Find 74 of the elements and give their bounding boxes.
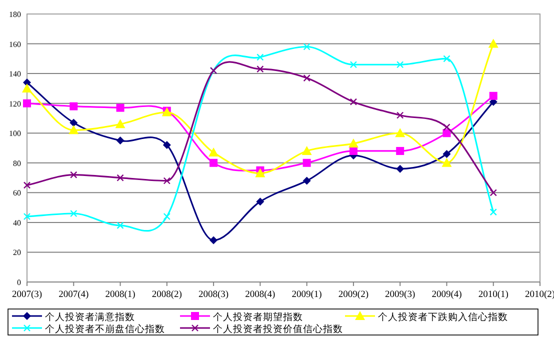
point	[115, 119, 126, 128]
x-tick-label: 2010(1)	[478, 290, 508, 300]
point	[163, 177, 171, 184]
point	[489, 92, 498, 100]
y-tick-label: 180	[9, 10, 21, 19]
point	[70, 171, 78, 178]
y-tick-label: 160	[9, 40, 21, 49]
point	[256, 54, 264, 61]
legend-label: 个人投资者下跌购入信心指数	[378, 311, 508, 323]
x-tick-label: 2009(4)	[432, 290, 462, 300]
point	[395, 128, 406, 138]
y-tick-label: 40	[13, 218, 21, 228]
point	[255, 168, 266, 178]
point	[23, 99, 31, 108]
point	[303, 74, 310, 82]
point	[208, 147, 219, 156]
point	[350, 61, 358, 68]
point	[442, 158, 452, 167]
x-tick-label: 2009(2)	[338, 290, 368, 300]
point	[210, 236, 218, 244]
point	[442, 150, 451, 158]
point	[443, 124, 450, 131]
legend-label: 个人投资者期望指数	[213, 311, 303, 323]
point	[116, 136, 124, 145]
x-tick-label: 2009(3)	[385, 290, 416, 300]
point	[70, 118, 78, 127]
x-tick-label: 2007(4)	[58, 290, 89, 300]
legend-label: 个人投资者不崩盘信心指数	[45, 323, 165, 335]
point	[23, 78, 31, 86]
y-tick-label: 20	[13, 248, 21, 258]
point	[68, 125, 79, 134]
point	[443, 55, 450, 62]
point	[163, 212, 171, 220]
point	[210, 158, 218, 167]
x-tick-label: 2009(1)	[292, 290, 322, 300]
x-tick-label: 2008(2)	[152, 290, 182, 300]
point	[396, 61, 404, 68]
x-tick-label: 2007(3)	[12, 290, 42, 300]
legend-label: 个人投资者满意指数	[45, 311, 135, 323]
point	[22, 83, 32, 92]
point	[396, 112, 404, 119]
x-tick-label: 2008(1)	[105, 290, 136, 300]
point	[490, 208, 497, 216]
point	[23, 212, 31, 220]
x-tick-label: 2008(4)	[245, 290, 276, 300]
point	[256, 65, 264, 73]
point	[488, 38, 498, 48]
y-tick-label: 120	[9, 99, 21, 108]
y-tick-label: 140	[9, 70, 21, 79]
point	[116, 222, 124, 230]
point	[303, 43, 310, 50]
point	[396, 164, 404, 173]
point	[490, 189, 497, 196]
point	[116, 174, 124, 182]
point	[70, 210, 78, 218]
point	[23, 182, 31, 189]
y-tick-label: 60	[13, 188, 21, 198]
point	[116, 104, 124, 112]
x-tick-label: 2008(3)	[198, 290, 229, 300]
point	[162, 141, 171, 150]
point	[302, 176, 311, 185]
point	[348, 138, 358, 148]
legend-label: 个人投资者投资价值信心指数	[213, 323, 343, 335]
point	[396, 146, 404, 155]
point	[302, 146, 312, 155]
point	[302, 158, 311, 167]
point	[350, 98, 358, 106]
point	[256, 198, 264, 206]
y-tick-label: 80	[13, 158, 21, 168]
y-tick-label: 100	[9, 129, 21, 138]
point	[442, 129, 451, 138]
y-tick-label: 0	[17, 278, 21, 287]
point	[70, 102, 78, 110]
point	[349, 146, 358, 155]
